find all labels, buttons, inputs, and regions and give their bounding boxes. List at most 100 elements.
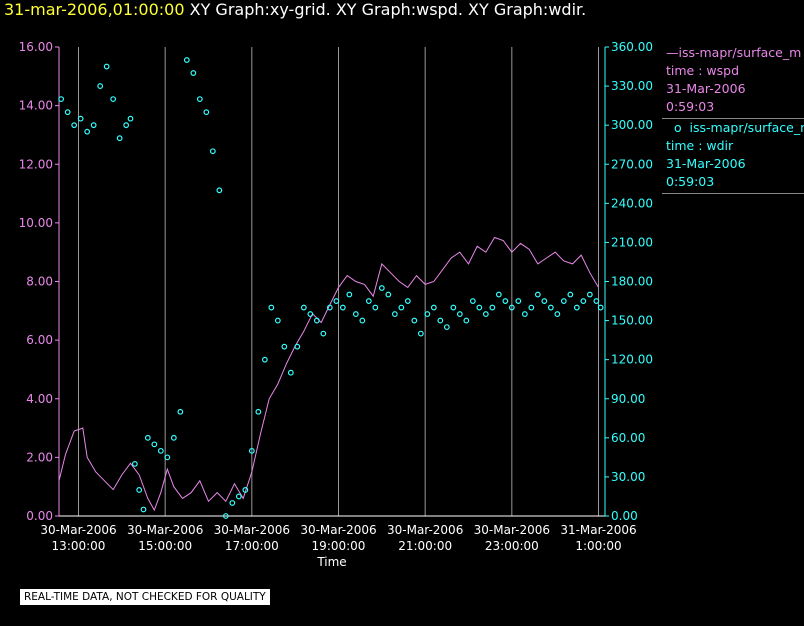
x-tick-time: 15:00:00 (138, 539, 192, 553)
wdir-point (534, 291, 541, 298)
wdir-point (597, 304, 604, 311)
right-tick-label: 150.00 (611, 314, 653, 328)
left-tick-label: 10.00 (19, 216, 53, 230)
wdir-point (229, 500, 236, 506)
wdir-point (424, 311, 431, 317)
wdir-point (131, 460, 138, 467)
wdir-point (136, 487, 143, 493)
left-tick-label: 4.00 (26, 392, 53, 406)
wdir-point (580, 298, 587, 304)
legend-line-icon: — (666, 45, 679, 60)
wdir-point (586, 291, 593, 298)
wdir-point (541, 298, 548, 304)
wdir-point (567, 291, 574, 298)
x-tick-time: 17:00:00 (225, 539, 279, 553)
legend-wspd-date: 31-Mar-2006 (666, 81, 746, 96)
chart-header: 31-mar-2006,01:00:00 XY Graph:xy-grid. X… (4, 0, 586, 19)
wdir-point (90, 122, 97, 129)
wdir-point (573, 304, 580, 311)
wdir-point (183, 57, 190, 63)
wdir-point (443, 324, 450, 330)
quality-disclaimer: REAL-TIME DATA, NOT CHECKED FOR QUALITY (20, 589, 270, 605)
wdir-point (398, 304, 405, 311)
wdir-point (255, 408, 262, 415)
wdir-point (222, 513, 229, 519)
wdir-point (294, 343, 301, 350)
right-tick-label: 90.00 (611, 392, 645, 406)
wdir-point (58, 96, 65, 103)
legend-wdir-name: iss-mapr/surface_m (689, 120, 804, 135)
wdir-point (177, 408, 184, 415)
wdir-point (359, 317, 366, 324)
wdir-point (508, 304, 515, 311)
right-tick-label: 0.00 (611, 509, 638, 523)
wdir-point (209, 148, 216, 155)
wspd-series-line (58, 236, 599, 512)
wdir-point (144, 434, 151, 441)
wdir-point (339, 304, 346, 311)
wdir-point (97, 83, 104, 89)
wdir-point (528, 304, 535, 311)
wdir-point (248, 447, 255, 454)
x-tick-date: 30-Mar-2006 (214, 523, 290, 537)
wdir-point (103, 63, 110, 70)
right-tick-label: 30.00 (611, 470, 645, 484)
x-tick-time: 1:00:00 (575, 539, 621, 553)
right-tick-label: 330.00 (611, 79, 653, 93)
wdir-point (151, 441, 158, 448)
left-tick-label: 0.00 (26, 509, 53, 523)
wdir-point (547, 304, 554, 311)
legend-wdir-date: 31-Mar-2006 (666, 156, 746, 171)
wdir-point (469, 298, 476, 304)
graph-titles: XY Graph:xy-grid. XY Graph:wspd. XY Grap… (189, 0, 587, 19)
wdir-point (164, 454, 171, 461)
wdir-point (450, 304, 457, 311)
x-tick-date: 31-Mar-2006 (560, 523, 636, 537)
wdir-point (281, 343, 288, 350)
wdir-point (346, 291, 353, 298)
wdir-point (476, 304, 483, 311)
wdir-point (521, 311, 528, 317)
wdir-point (463, 317, 470, 324)
left-tick-label: 16.00 (19, 40, 53, 54)
x-tick-date: 30-Mar-2006 (474, 523, 550, 537)
wdir-point (515, 298, 522, 304)
left-tick-label: 8.00 (26, 275, 53, 289)
x-tick-date: 30-Mar-2006 (127, 523, 203, 537)
wdir-point (216, 187, 223, 194)
wdir-point (365, 298, 372, 304)
wdir-point (190, 70, 197, 76)
legend: —iss-mapr/surface_m time : wspd 31-Mar-2… (662, 44, 804, 194)
wdir-point (417, 330, 424, 337)
wdir-point (333, 298, 340, 304)
right-tick-label: 270.00 (611, 157, 653, 171)
wdir-point (77, 115, 84, 122)
wdir-point (495, 291, 502, 298)
wdir-point (274, 317, 281, 324)
wdir-point (84, 128, 91, 135)
wdir-point (157, 447, 164, 454)
wdir-point (437, 317, 444, 324)
x-tick-time: 13:00:00 (52, 539, 106, 553)
wdir-point (268, 304, 275, 311)
left-tick-label: 14.00 (19, 99, 53, 113)
wdir-point (404, 298, 411, 304)
legend-wspd: —iss-mapr/surface_m time : wspd 31-Mar-2… (662, 44, 804, 119)
right-tick-label: 240.00 (611, 196, 653, 210)
right-tick-label: 180.00 (611, 275, 653, 289)
wdir-point (196, 96, 203, 103)
legend-wspd-name: iss-mapr/surface_m (678, 45, 802, 60)
right-tick-label: 120.00 (611, 353, 653, 367)
right-tick-label: 300.00 (611, 118, 653, 132)
right-tick-label: 60.00 (611, 431, 645, 445)
wdir-point (385, 291, 392, 298)
x-tick-time: 23:00:00 (485, 539, 539, 553)
wdir-point (71, 122, 78, 129)
x-tick-date: 30-Mar-2006 (40, 523, 116, 537)
legend-wdir-var: time : wdir (666, 138, 734, 153)
wdir-point (203, 109, 210, 116)
legend-circle-icon: o (666, 120, 690, 135)
wdir-point (313, 317, 320, 324)
wdir-point (352, 311, 359, 317)
